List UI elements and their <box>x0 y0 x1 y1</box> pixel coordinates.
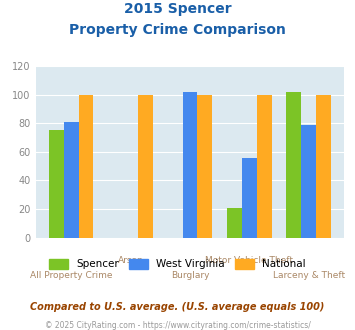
Bar <box>182 92 197 238</box>
Bar <box>227 208 242 238</box>
Bar <box>64 122 78 238</box>
Text: 2015 Spencer: 2015 Spencer <box>124 2 231 16</box>
Bar <box>138 95 153 238</box>
Legend: Spencer, West Virginia, National: Spencer, West Virginia, National <box>45 255 310 274</box>
Bar <box>286 92 301 238</box>
Text: All Property Crime: All Property Crime <box>30 271 113 280</box>
Bar <box>49 130 64 238</box>
Text: © 2025 CityRating.com - https://www.cityrating.com/crime-statistics/: © 2025 CityRating.com - https://www.city… <box>45 321 310 330</box>
Bar <box>78 95 93 238</box>
Text: Property Crime Comparison: Property Crime Comparison <box>69 23 286 37</box>
Bar <box>316 95 331 238</box>
Text: Arson: Arson <box>118 256 143 265</box>
Bar <box>242 157 257 238</box>
Text: Larceny & Theft: Larceny & Theft <box>273 271 345 280</box>
Text: Motor Vehicle Theft: Motor Vehicle Theft <box>205 256 293 265</box>
Bar <box>301 125 316 238</box>
Text: Compared to U.S. average. (U.S. average equals 100): Compared to U.S. average. (U.S. average … <box>30 302 325 312</box>
Bar <box>257 95 272 238</box>
Bar <box>197 95 212 238</box>
Text: Burglary: Burglary <box>171 271 209 280</box>
